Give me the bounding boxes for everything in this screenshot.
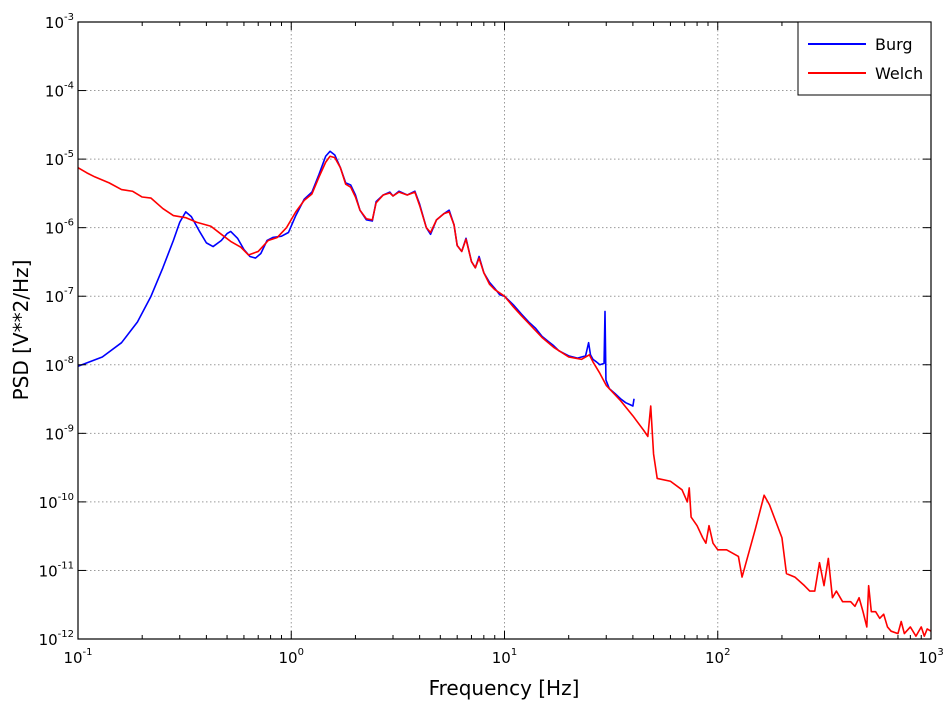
series-layer — [77, 150, 932, 637]
y-tick-label: 10-9 — [45, 423, 74, 443]
x-tick-label: 100 — [279, 647, 304, 667]
legend: Burg Welch — [797, 21, 932, 96]
y-tick-label: 10-7 — [45, 286, 74, 306]
series-line-welch — [77, 155, 932, 637]
x-tick-label: 101 — [492, 647, 517, 667]
y-tick-label: 10-4 — [45, 81, 74, 101]
axis-tick-labels: 10-1 100 101 102 103 10-3 10-4 10-5 10-6 10-7 10-8… — [39, 12, 944, 667]
y-tick-label: 10-11 — [39, 560, 74, 580]
y-tick-label: 10-10 — [39, 492, 74, 512]
y-tick-label: 10-8 — [45, 355, 74, 375]
y-tick-label: 10-5 — [45, 149, 74, 169]
grid-lines — [78, 22, 931, 639]
x-axis-title: Frequency [Hz] — [429, 676, 580, 700]
legend-label-welch: Welch — [875, 64, 923, 83]
axis-ticks — [77, 21, 932, 640]
x-tick-label: 102 — [705, 647, 730, 667]
legend-box — [797, 21, 932, 96]
y-axis-title: PSD [V**2/Hz] — [9, 260, 33, 401]
x-tick-label: 103 — [918, 647, 943, 667]
y-tick-label: 10-3 — [45, 12, 74, 32]
y-tick-label: 10-6 — [45, 218, 74, 238]
x-tick-label: 10-1 — [63, 647, 92, 667]
y-tick-label: 10-12 — [39, 629, 74, 649]
legend-label-burg: Burg — [875, 35, 913, 54]
